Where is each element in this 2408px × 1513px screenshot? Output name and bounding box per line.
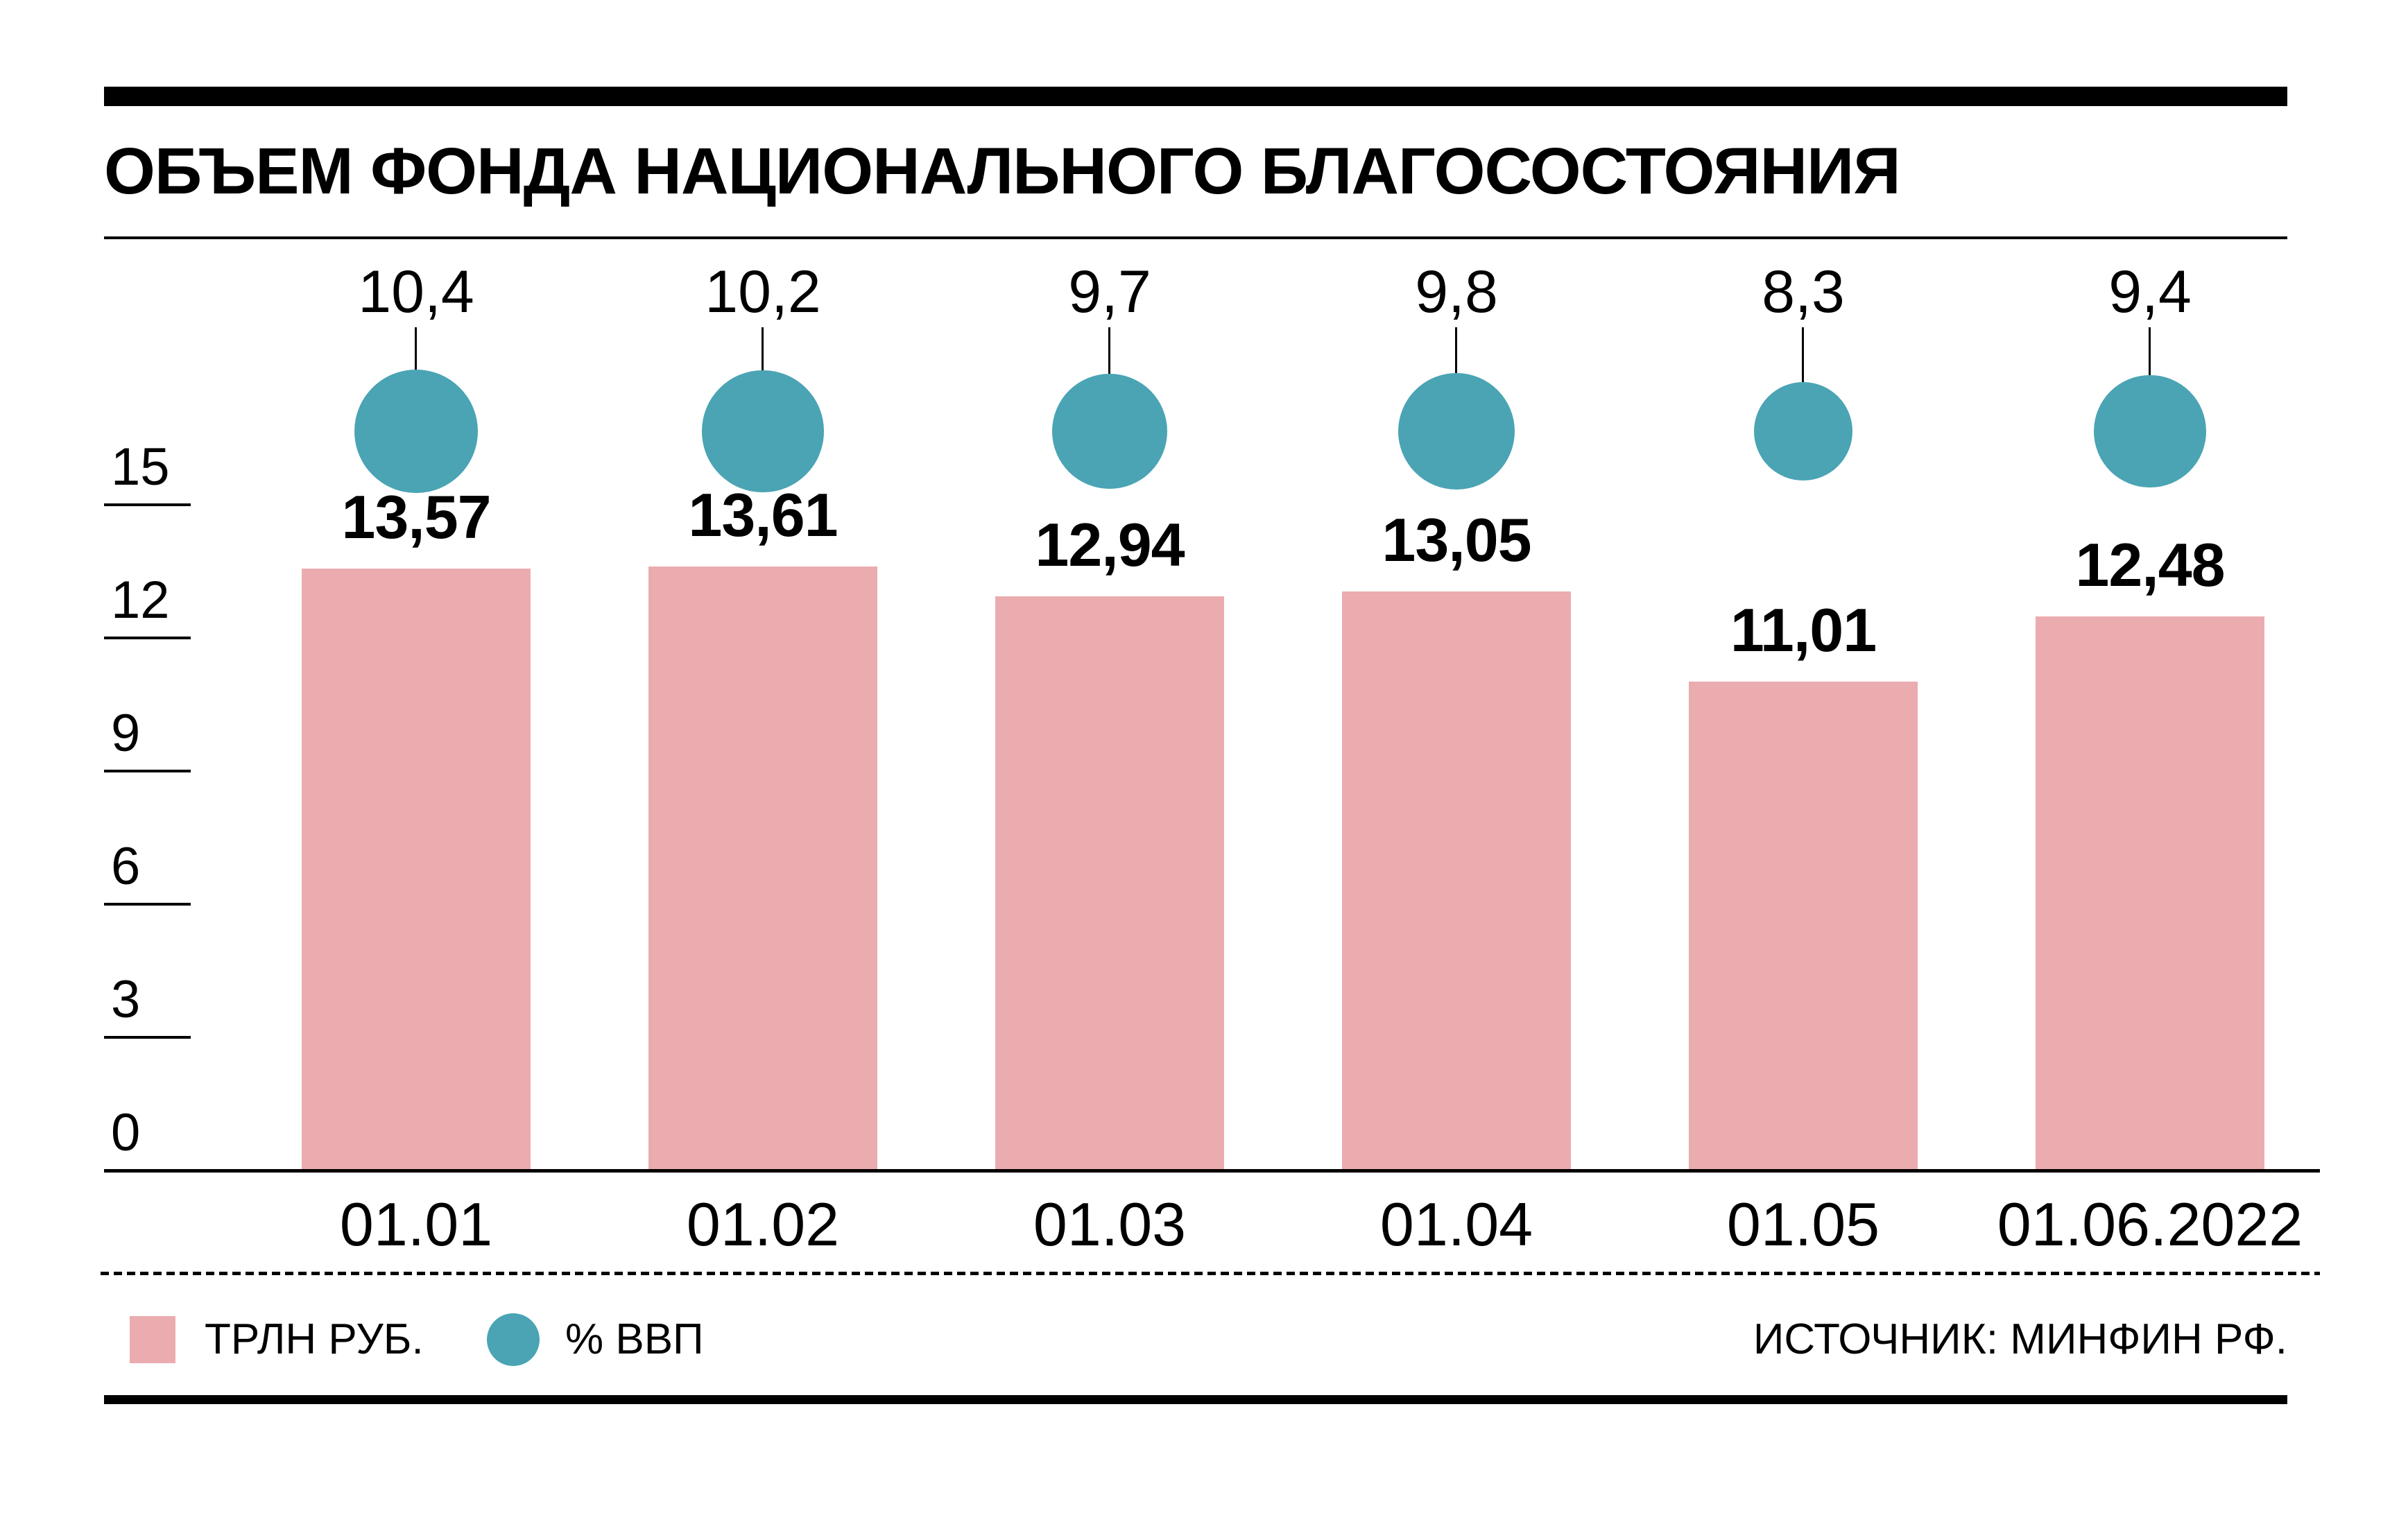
gdp-connector-line (415, 327, 417, 370)
bar-value-label: 12,94 (1035, 510, 1185, 579)
gdp-connector-line (2149, 327, 2151, 376)
y-tick-label: 15 (111, 438, 170, 496)
y-tick-label: 9 (111, 704, 141, 763)
gdp-circle (1398, 372, 1515, 490)
legend-label-gdp: % ВВП (565, 1315, 704, 1363)
gdp-connector-line (762, 327, 764, 371)
x-axis-label: 01.04 (1379, 1190, 1533, 1259)
y-tick-label: 12 (111, 571, 170, 630)
gdp-circle (702, 370, 824, 492)
x-axis-label: 01.06.2022 (1997, 1190, 2303, 1259)
gdp-connector-line (1455, 327, 1457, 373)
gdp-circle (1753, 381, 1853, 481)
x-axis-baseline (104, 1169, 2320, 1173)
y-tick-line (104, 1036, 191, 1039)
legend-label-trln-rub: ТРЛН РУБ. (205, 1315, 424, 1363)
bar (995, 596, 1224, 1170)
gdp-value-label: 9,8 (1415, 259, 1498, 325)
gdp-connector-line (1108, 327, 1110, 374)
y-tick-line (104, 637, 191, 639)
bar (2036, 616, 2264, 1170)
gdp-circle (1051, 373, 1168, 490)
title-underline-rule (104, 236, 2287, 239)
bar-value-label: 13,61 (688, 481, 838, 549)
bar (648, 567, 877, 1170)
legend-swatch-trln-rub (130, 1316, 175, 1363)
bar (1342, 591, 1571, 1170)
y-tick-label: 0 (111, 1103, 141, 1162)
gdp-value-label: 8,3 (1762, 259, 1845, 325)
gdp-value-label: 10,4 (358, 259, 474, 325)
dotted-divider (101, 1272, 2320, 1275)
x-axis-label: 01.05 (1726, 1190, 1880, 1259)
gdp-connector-line (1802, 327, 1804, 382)
bottom-rule-bar (104, 1395, 2287, 1404)
bar-value-label: 12,48 (2075, 530, 2225, 599)
y-tick-line (104, 770, 191, 772)
x-axis-label: 01.01 (339, 1190, 493, 1259)
gdp-value-label: 9,7 (1068, 259, 1151, 325)
bar (1689, 682, 1918, 1170)
top-rule-bar (104, 87, 2287, 106)
gdp-circle (2094, 375, 2206, 487)
source-note: ИСТОЧНИК: МИНФИН РФ. (1753, 1315, 2287, 1363)
y-tick-label: 3 (111, 970, 141, 1029)
gdp-value-label: 10,2 (705, 259, 821, 325)
chart-title: ОБЪЕМ ФОНДА НАЦИОНАЛЬНОГО БЛАГОСОСТОЯНИЯ (104, 135, 1901, 208)
y-tick-line (104, 503, 191, 506)
x-axis-label: 01.03 (1033, 1190, 1187, 1259)
legend-swatch-gdp-circle (487, 1313, 540, 1366)
y-tick-line (104, 903, 191, 906)
gdp-value-label: 9,4 (2108, 259, 2192, 325)
gdp-circle (354, 369, 479, 494)
y-tick-label: 6 (111, 837, 141, 896)
bar-value-label: 13,05 (1382, 505, 1531, 574)
bar (302, 569, 531, 1170)
x-axis-label: 01.02 (686, 1190, 840, 1259)
bar-value-label: 11,01 (1730, 596, 1877, 664)
bar-value-label: 13,57 (341, 483, 491, 551)
